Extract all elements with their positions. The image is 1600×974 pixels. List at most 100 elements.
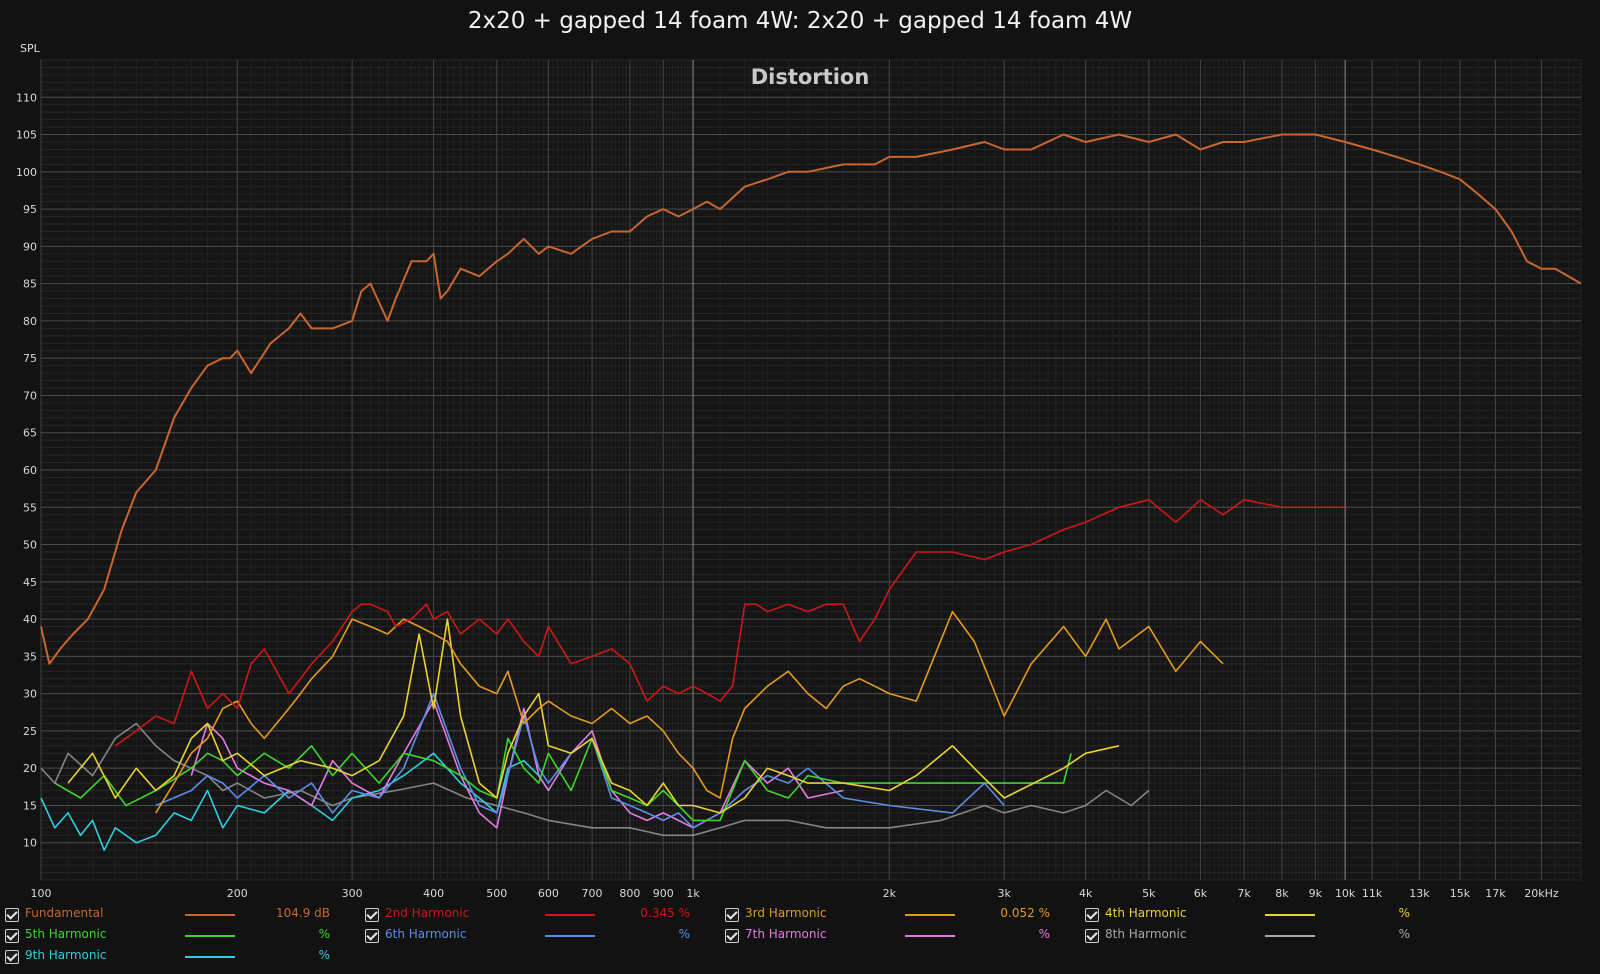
x-tick-label: 13k [1409,887,1430,900]
legend-swatch [1265,935,1315,937]
legend-label: Fundamental [25,906,104,920]
y-axis: 10 15 20 25 30 35 40 45 50 55 60 65 70 75 80 85 90 95 100 1… [16,91,37,849]
y-tick-label: 50 [23,539,37,552]
legend-swatch [905,914,955,916]
y-tick-label: 35 [23,650,37,663]
legend-label: 5th Harmonic [25,927,107,941]
y-tick-label: 20 [23,762,37,775]
y-tick-label: 100 [16,166,37,179]
x-tick-label: 9k [1309,887,1323,900]
x-axis: 100 200 300 400 500 600 700 800 900 1k 2k 3k 4k 5k 6k 7… [31,887,1559,900]
legend-swatch [905,935,955,937]
x-tick-label: 400 [423,887,444,900]
y-tick-label: 65 [23,427,37,440]
legend-item-2nd-harmonic[interactable]: 2nd Harmonic 0.345 % [365,906,705,926]
legend-value: 104.9 dB [275,906,330,920]
x-tick-label: 2k [883,887,897,900]
y-tick-label: 75 [23,352,37,365]
legend-value: % [318,948,330,962]
legend-checkbox[interactable] [365,908,379,922]
y-tick-label: 40 [23,613,37,626]
legend-checkbox[interactable] [365,929,379,943]
legend-label: 7th Harmonic [745,927,827,941]
x-tick-label: 17k [1485,887,1506,900]
legend-swatch [545,935,595,937]
x-tick-label: 5k [1142,887,1156,900]
legend-item-5th-harmonic[interactable]: 5th Harmonic% [5,927,345,947]
x-tick-label: 200 [227,887,248,900]
distortion-chart: 1015202530354045505560657075808590951001… [16,42,1582,900]
legend-label: 9th Harmonic [25,948,107,962]
series-line-5th-harmonic [54,737,1072,822]
x-tick-label: 900 [653,887,674,900]
series-line-9th-harmonic [40,752,550,852]
series-line-3rd-harmonic [155,610,1224,814]
x-tick-label: 3k [997,887,1011,900]
series-line-2nd-harmonic [114,498,1346,747]
series-line-4th-harmonic [67,618,1120,814]
legend-item-8th-harmonic[interactable]: 8th Harmonic% [1085,927,1425,947]
y-tick-label: 25 [23,725,37,738]
x-tick-label: 700 [582,887,603,900]
series-line-8th-harmonic [40,722,1150,837]
legend-label: 2nd Harmonic [385,906,470,920]
legend-value: 0.052 % [1000,906,1050,920]
legend-item-9th-harmonic[interactable]: 9th Harmonic% [5,948,345,968]
legend-item-4th-harmonic[interactable]: 4th Harmonic% [1085,906,1425,926]
x-tick-label: 600 [538,887,559,900]
legend-item-3rd-harmonic[interactable]: 3rd Harmonic 0.052 % [725,906,1065,926]
y-tick-label: 90 [23,240,37,253]
y-tick-label: 15 [23,799,37,812]
x-tick-label: 20kHz [1524,887,1559,900]
series-line-6th-harmonic [155,692,1005,829]
legend-label: 8th Harmonic [1105,927,1187,941]
x-tick-label: 10k [1335,887,1356,900]
chart-subtitle: Distortion [751,65,870,89]
legend-value: % [318,927,330,941]
legend-checkbox[interactable] [5,950,19,964]
legend-label: 6th Harmonic [385,927,467,941]
legend-checkbox[interactable] [5,908,19,922]
x-tick-label: 100 [31,887,52,900]
legend: Fundamental 104.9 dB 2nd Harmonic 0.345 % 3r… [0,906,1600,974]
legend-checkbox[interactable] [1085,929,1099,943]
y-tick-label: 60 [23,464,37,477]
y-tick-label: 55 [23,501,37,514]
y-tick-label: 30 [23,688,37,701]
legend-item-7th-harmonic[interactable]: 7th Harmonic% [725,927,1065,947]
x-tick-label: 11k [1362,887,1383,900]
legend-checkbox[interactable] [1085,908,1099,922]
series-layer [40,133,1582,852]
legend-swatch [185,935,235,937]
legend-item-fundamental[interactable]: Fundamental 104.9 dB [5,906,345,926]
legend-value: % [1398,927,1410,941]
x-tick-label: 15k [1450,887,1471,900]
legend-checkbox[interactable] [5,929,19,943]
y-tick-label: 110 [16,91,37,104]
legend-item-6th-harmonic[interactable]: 6th Harmonic% [365,927,705,947]
x-tick-label: 300 [342,887,363,900]
y-tick-label: 45 [23,576,37,589]
legend-label: 4th Harmonic [1105,906,1187,920]
chart-title: 2x20 + gapped 14 foam 4W: 2x20 + gapped … [467,8,1133,34]
x-tick-label: 7k [1237,887,1251,900]
legend-checkbox[interactable] [725,929,739,943]
y-tick-label: 70 [23,389,37,402]
legend-swatch [185,956,235,958]
legend-value: % [678,927,690,941]
x-tick-label: 6k [1194,887,1208,900]
legend-value: % [1398,906,1410,920]
legend-checkbox[interactable] [725,908,739,922]
y-tick-label: 105 [16,129,37,142]
legend-swatch [185,914,235,916]
x-tick-label: 8k [1275,887,1289,900]
legend-swatch [1265,914,1315,916]
x-tick-label: 4k [1079,887,1093,900]
y-axis-label: SPL [20,42,41,55]
x-tick-label: 1k [686,887,700,900]
x-tick-label: 800 [619,887,640,900]
y-tick-label: 95 [23,203,37,216]
legend-value: % [1038,927,1050,941]
y-tick-label: 85 [23,278,37,291]
series-line-fundamental [40,133,1582,665]
